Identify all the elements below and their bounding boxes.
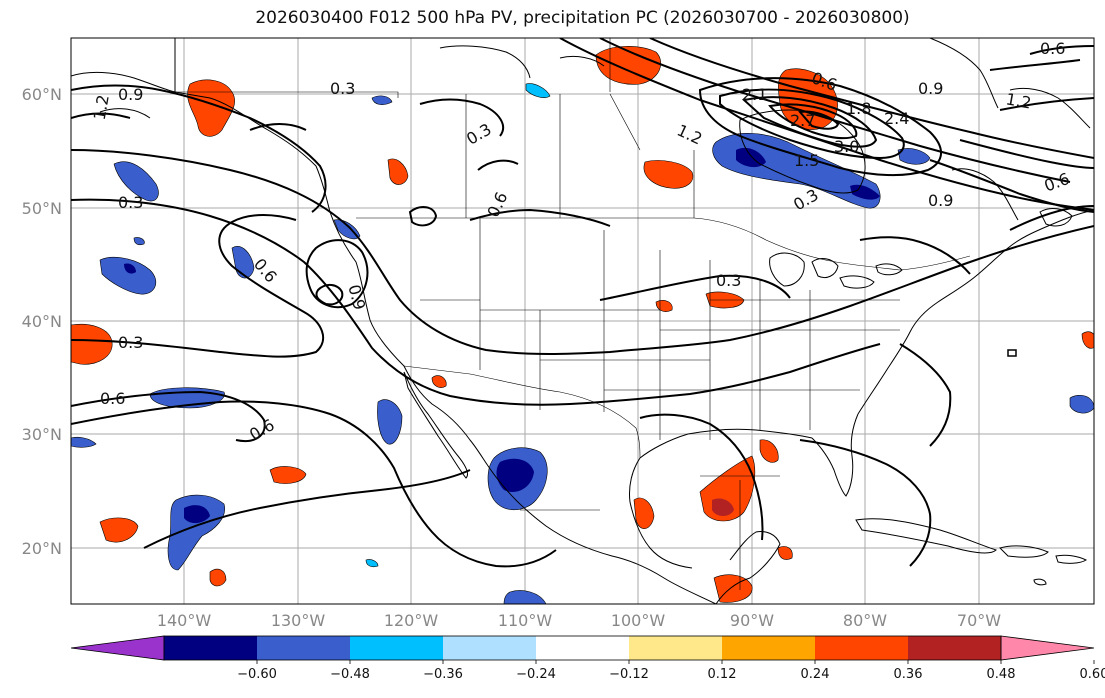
lon-label: 140°W xyxy=(157,611,212,630)
lat-label: 30°N xyxy=(22,425,62,444)
lat-label: 50°N xyxy=(22,199,62,218)
contour-label: 0.3 xyxy=(716,271,741,290)
colorbar-segment xyxy=(815,636,908,660)
contour-label: 0.9 xyxy=(918,79,943,98)
colorbar-segment xyxy=(536,636,629,660)
lon-label: 70°W xyxy=(957,611,1001,630)
colorbar-segment xyxy=(722,636,815,660)
latitude-labels: 60°N 50°N 40°N 30°N 20°N xyxy=(22,85,62,558)
contour-label: 2.7 xyxy=(790,111,815,130)
colorbar-tick-label: −0.48 xyxy=(330,667,370,682)
colorbar-tick-label: −0.12 xyxy=(609,667,649,682)
longitude-labels: 140°W 130°W 120°W 110°W 100°W 90°W 80°W … xyxy=(157,611,1001,630)
colorbar-extend-low xyxy=(70,635,165,661)
contour-label: 1.8 xyxy=(846,99,871,118)
colorbar-segment xyxy=(257,636,350,660)
contour-label: 0.9 xyxy=(928,191,953,210)
contour-label: 1.5 xyxy=(794,151,819,170)
lon-label: 130°W xyxy=(271,611,326,630)
colorbar-frame xyxy=(163,635,1002,661)
gridlines xyxy=(71,38,1094,604)
colorbar: −0.60 −0.48 −0.36 −0.24 −0.12 0.12 0.24 0.36 0.4… xyxy=(70,635,1105,682)
contour-label: 2.4 xyxy=(884,109,909,128)
lon-label: 120°W xyxy=(384,611,439,630)
lat-label: 40°N xyxy=(22,312,62,331)
colorbar-segment xyxy=(443,636,536,660)
contour-label: 0.6 xyxy=(1040,39,1065,58)
contour-label: 1.2 xyxy=(1004,89,1032,112)
colorbar-tick-label: 0.36 xyxy=(894,667,923,682)
colorbar-segment xyxy=(908,636,1001,660)
pv-contours xyxy=(71,38,1094,568)
colorbar-extend-high xyxy=(1000,635,1095,661)
colorbar-tick-label: 0.48 xyxy=(987,667,1016,682)
lon-label: 80°W xyxy=(843,611,887,630)
colorbar-segment xyxy=(629,636,722,660)
lon-label: 110°W xyxy=(498,611,553,630)
contour-label: 3.0 xyxy=(834,137,859,156)
plot-frame xyxy=(70,37,1095,605)
colorbar-tick-label: 0.60 xyxy=(1080,667,1105,682)
contour-label: 0.6 xyxy=(100,389,125,408)
colorbar-segment xyxy=(164,636,257,660)
map-title: 2026030400 F012 500 hPa PV, precipitatio… xyxy=(255,8,910,28)
colorbar-tick-label: −0.24 xyxy=(516,667,556,682)
precipitation-anomaly-fills xyxy=(71,46,1094,604)
colorbar-tick-label: 0.12 xyxy=(708,667,737,682)
contour-label: 0.3 xyxy=(118,193,143,212)
contour-label: 0.9 xyxy=(118,85,143,104)
political-borders xyxy=(175,38,971,590)
colorbar-segment xyxy=(350,636,443,660)
contour-label: 0.3 xyxy=(118,333,143,352)
lon-label: 100°W xyxy=(611,611,666,630)
contour-label: 1.2 xyxy=(90,93,113,121)
colorbar-tick-label: −0.36 xyxy=(423,667,463,682)
colorbar-tick-label: −0.60 xyxy=(237,667,277,682)
lon-label: 90°W xyxy=(730,611,774,630)
colorbar-tick-label: 0.24 xyxy=(801,667,830,682)
contour-label: 0.3 xyxy=(330,79,355,98)
contour-label: 2.1 xyxy=(742,85,767,104)
lat-label: 60°N xyxy=(22,85,62,104)
lat-label: 20°N xyxy=(22,539,62,558)
